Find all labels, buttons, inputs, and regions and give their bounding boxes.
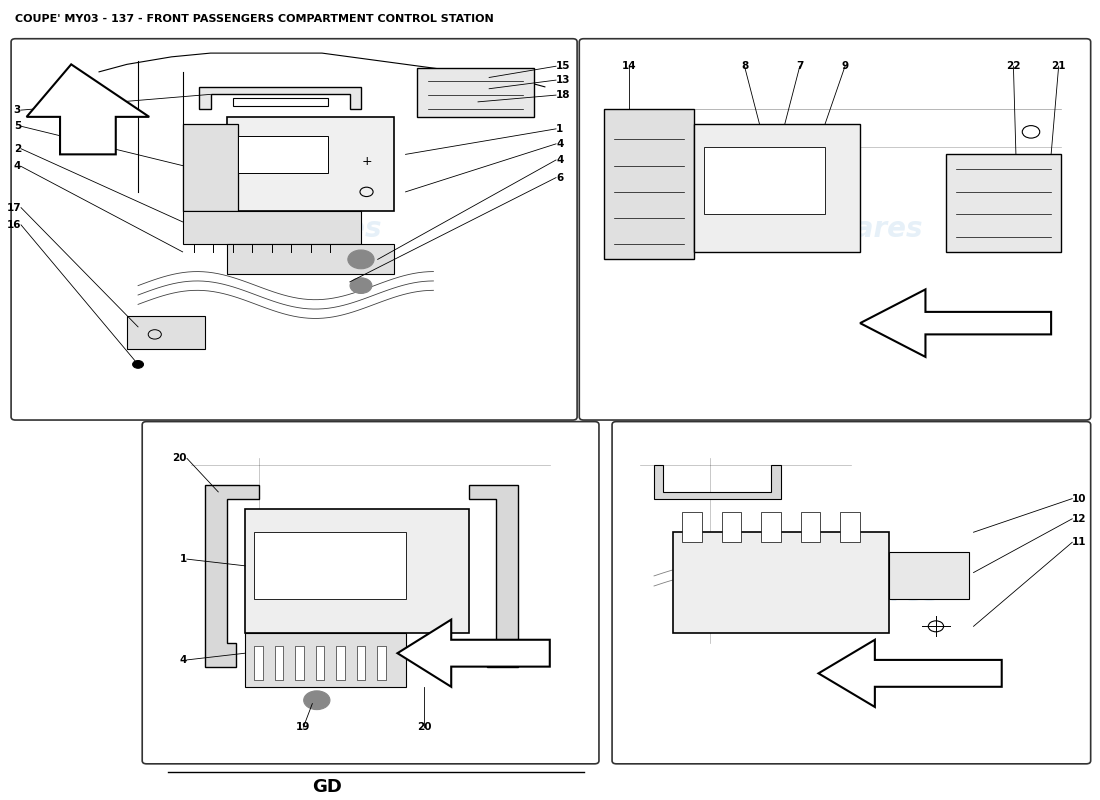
- FancyBboxPatch shape: [682, 512, 702, 542]
- FancyBboxPatch shape: [612, 422, 1091, 764]
- Polygon shape: [818, 640, 1002, 707]
- Text: +: +: [361, 155, 372, 168]
- Text: 21: 21: [1052, 62, 1066, 71]
- Text: 5: 5: [14, 122, 21, 131]
- Text: 4: 4: [179, 655, 187, 665]
- Text: eurospares: eurospares: [763, 578, 939, 606]
- Text: 1: 1: [556, 124, 563, 134]
- Circle shape: [350, 278, 372, 294]
- Text: 1: 1: [179, 554, 187, 564]
- Polygon shape: [654, 465, 781, 498]
- Text: eurospares: eurospares: [283, 578, 459, 606]
- Text: 4: 4: [556, 155, 563, 165]
- Text: 18: 18: [556, 90, 571, 100]
- Polygon shape: [469, 485, 518, 666]
- Text: 12: 12: [1072, 514, 1087, 524]
- Text: 22: 22: [1006, 62, 1021, 71]
- FancyBboxPatch shape: [239, 136, 328, 173]
- FancyBboxPatch shape: [840, 512, 860, 542]
- FancyBboxPatch shape: [336, 646, 344, 680]
- Polygon shape: [860, 290, 1052, 357]
- FancyBboxPatch shape: [233, 98, 328, 106]
- FancyBboxPatch shape: [275, 646, 284, 680]
- FancyBboxPatch shape: [377, 646, 386, 680]
- Text: 14: 14: [621, 62, 636, 71]
- Polygon shape: [199, 87, 361, 110]
- Text: 13: 13: [556, 75, 571, 85]
- Text: 4: 4: [13, 162, 21, 171]
- Text: 9: 9: [842, 62, 848, 71]
- Text: 19: 19: [296, 722, 310, 732]
- Text: eurospares: eurospares: [747, 215, 923, 243]
- Polygon shape: [26, 64, 150, 154]
- FancyBboxPatch shape: [946, 154, 1062, 252]
- FancyBboxPatch shape: [254, 646, 263, 680]
- FancyBboxPatch shape: [245, 509, 469, 633]
- Text: 15: 15: [556, 62, 571, 71]
- FancyBboxPatch shape: [356, 646, 365, 680]
- Text: COUPE' MY03 - 137 - FRONT PASSENGERS COMPARTMENT CONTROL STATION: COUPE' MY03 - 137 - FRONT PASSENGERS COM…: [15, 14, 494, 25]
- Text: 3: 3: [14, 105, 21, 115]
- FancyBboxPatch shape: [316, 646, 324, 680]
- FancyBboxPatch shape: [254, 532, 406, 599]
- FancyBboxPatch shape: [722, 512, 741, 542]
- Text: 6: 6: [556, 173, 563, 182]
- Text: 4: 4: [556, 139, 563, 149]
- Text: 10: 10: [1072, 494, 1087, 504]
- FancyBboxPatch shape: [704, 147, 825, 214]
- Text: 20: 20: [173, 454, 187, 463]
- Text: 7: 7: [796, 62, 803, 71]
- FancyBboxPatch shape: [126, 316, 205, 350]
- FancyBboxPatch shape: [183, 210, 361, 244]
- Polygon shape: [205, 485, 258, 666]
- Text: 16: 16: [7, 220, 21, 230]
- FancyBboxPatch shape: [295, 646, 304, 680]
- Text: 20: 20: [417, 722, 431, 732]
- FancyBboxPatch shape: [694, 124, 860, 252]
- FancyBboxPatch shape: [889, 552, 969, 599]
- Text: 2: 2: [14, 144, 21, 154]
- Polygon shape: [397, 619, 550, 686]
- FancyBboxPatch shape: [673, 532, 889, 633]
- Circle shape: [304, 691, 330, 710]
- Text: GD: GD: [312, 778, 342, 796]
- FancyBboxPatch shape: [183, 124, 239, 210]
- Text: 11: 11: [1072, 538, 1087, 547]
- Text: 8: 8: [741, 62, 748, 71]
- FancyBboxPatch shape: [604, 110, 694, 259]
- FancyBboxPatch shape: [11, 38, 578, 420]
- Text: 17: 17: [7, 202, 21, 213]
- FancyBboxPatch shape: [228, 244, 395, 274]
- FancyBboxPatch shape: [801, 512, 821, 542]
- FancyBboxPatch shape: [580, 38, 1091, 420]
- Circle shape: [348, 250, 374, 269]
- Circle shape: [133, 361, 143, 368]
- FancyBboxPatch shape: [245, 633, 406, 686]
- FancyBboxPatch shape: [142, 422, 600, 764]
- FancyBboxPatch shape: [417, 68, 534, 117]
- Text: eurospares: eurospares: [207, 215, 382, 243]
- FancyBboxPatch shape: [761, 512, 781, 542]
- FancyBboxPatch shape: [228, 117, 395, 210]
